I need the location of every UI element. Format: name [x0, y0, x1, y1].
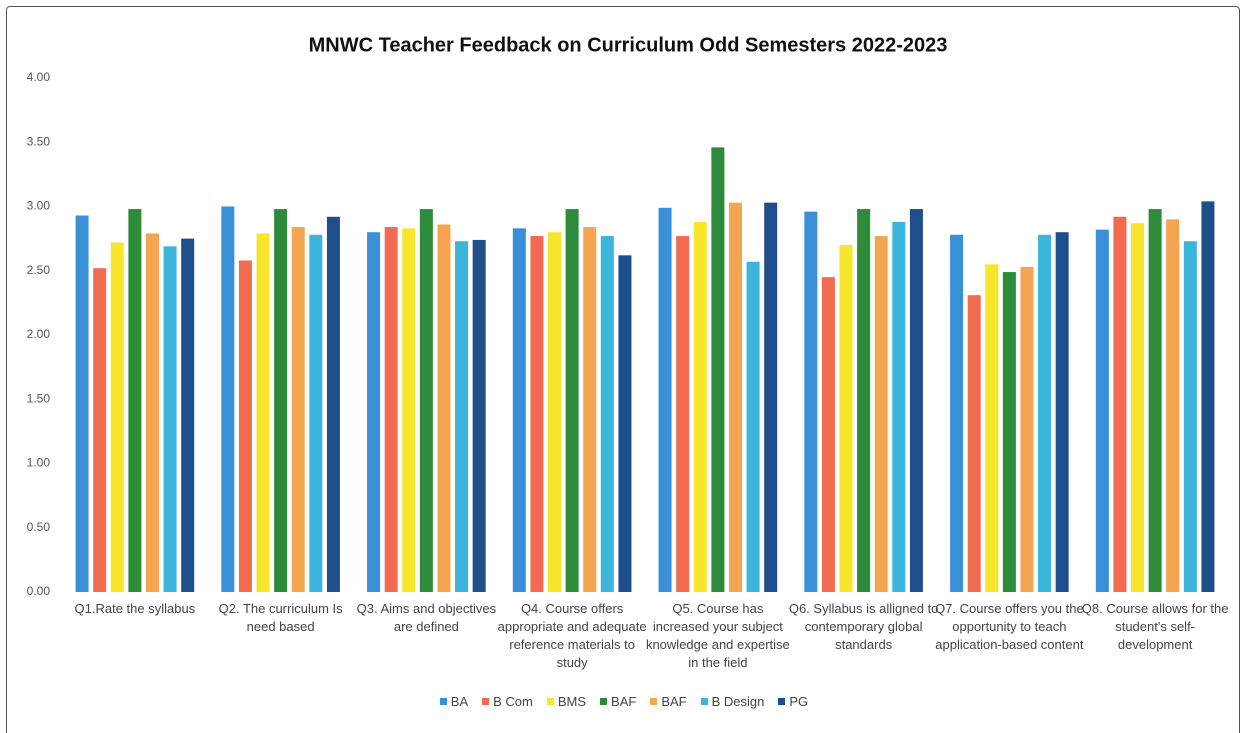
bar [93, 268, 107, 592]
x-tick-label: Q3. Aims and objectives are defined [356, 601, 497, 634]
legend-item: PG [778, 694, 808, 709]
bar [728, 202, 742, 592]
legend-item: BA [439, 694, 469, 709]
bar [256, 233, 270, 593]
legend-swatch [778, 698, 786, 705]
bar [181, 238, 195, 592]
bar [857, 209, 871, 592]
bar [821, 277, 835, 592]
legend-swatch [482, 698, 490, 705]
bar [402, 228, 416, 592]
bar [238, 260, 252, 592]
legend-swatch [546, 698, 554, 705]
legend-item: BAF [650, 694, 687, 709]
bar [291, 227, 305, 592]
bar [693, 221, 707, 593]
bar [618, 255, 632, 592]
y-tick-label: 1.00 [27, 456, 51, 470]
bar [892, 221, 906, 593]
bar [326, 216, 340, 592]
y-tick-label: 1.50 [27, 391, 51, 405]
bar [1201, 201, 1215, 593]
y-tick-label: 3.50 [27, 134, 51, 148]
bar [583, 227, 597, 592]
legend-label: BMS [557, 694, 587, 709]
chart-title: MNWC Teacher Feedback on Curriculum Odd … [309, 34, 948, 56]
legend-item: B Com [482, 694, 533, 709]
bar [1055, 232, 1069, 592]
bar [419, 209, 433, 592]
y-tick-label: 2.50 [27, 263, 51, 277]
bar [804, 211, 818, 592]
y-tick-label: 2.00 [27, 327, 51, 341]
bar [512, 228, 526, 592]
bar [367, 232, 381, 592]
bar [1148, 209, 1162, 592]
y-tick-label: 0.50 [27, 520, 51, 534]
bar [1113, 216, 1127, 592]
bar [1095, 229, 1109, 592]
bar [1038, 234, 1052, 592]
bar [163, 246, 177, 592]
y-tick-label: 0.00 [27, 584, 51, 598]
bar [548, 232, 562, 592]
bar [600, 236, 614, 592]
bar [711, 147, 725, 592]
bar [309, 234, 323, 592]
bar [437, 224, 451, 593]
x-tick-label: Q7. Course offers you the opportunity to… [935, 601, 1084, 652]
bar [1131, 223, 1145, 592]
legend-swatch [439, 698, 447, 705]
bar [1002, 272, 1016, 592]
bar [384, 227, 398, 592]
legend-item: BMS [546, 694, 587, 709]
bar [128, 209, 142, 592]
x-tick-label: Q8. Course allows for the student's self… [1081, 601, 1229, 652]
bar [676, 236, 690, 592]
bar [746, 261, 760, 592]
bar [658, 207, 672, 592]
bar [221, 206, 235, 592]
legend-label: BAF [611, 694, 637, 709]
legend-label: B Design [711, 694, 765, 709]
bar [1183, 241, 1197, 592]
bar [874, 236, 888, 592]
legend: BA B Com BMS BAF BAF B Design PG [0, 694, 1248, 709]
bar [274, 209, 288, 592]
y-tick-label: 3.00 [27, 199, 51, 213]
bar [455, 241, 469, 592]
legend-label: PG [789, 694, 809, 709]
bar [565, 209, 579, 592]
legend-swatch [650, 698, 658, 705]
bar [985, 264, 999, 592]
bar [472, 239, 486, 592]
legend-swatch [600, 698, 608, 705]
legend-item: B Design [700, 694, 765, 709]
bar [1166, 219, 1180, 592]
bar [145, 233, 159, 593]
legend-item: BAF [600, 694, 636, 709]
x-tick-label: Q6. Syllabus is alligned to contemporary… [788, 601, 939, 652]
chart-frame [6, 6, 1240, 733]
x-tick-label: Q4. Course offers appropriate and adequa… [497, 601, 647, 670]
bar [950, 234, 964, 592]
bar [1020, 266, 1034, 592]
y-tick-label: 4.00 [27, 70, 51, 84]
x-tick-label: Q2. The curriculum Is need based [218, 601, 343, 634]
bar [839, 245, 853, 593]
legend-label: BA [450, 694, 469, 709]
bar [967, 295, 981, 592]
bar [75, 215, 89, 592]
x-tick-label: Q5. Course has increased your subject kn… [645, 601, 790, 670]
legend-label: BAF [661, 694, 687, 709]
bar [764, 202, 778, 592]
bar [909, 209, 923, 592]
legend-swatch [700, 698, 708, 705]
bar [110, 242, 124, 593]
legend-label: B Com [493, 694, 533, 709]
x-tick-label: Q1.Rate the syllabus [74, 601, 196, 616]
bar [530, 236, 544, 592]
